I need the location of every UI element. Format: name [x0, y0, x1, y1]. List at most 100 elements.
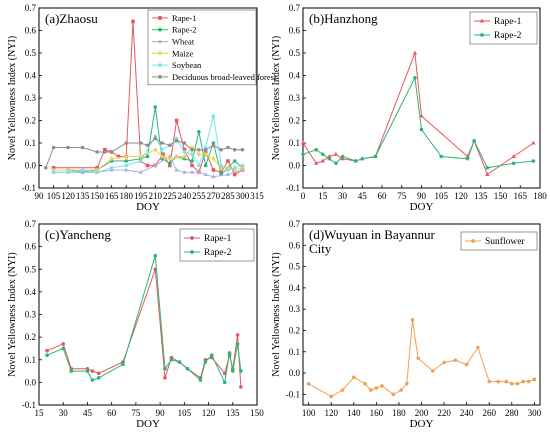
data-point	[153, 105, 158, 109]
data-point	[124, 154, 129, 159]
data-point	[138, 169, 143, 174]
y-tick-label: 0.2	[25, 116, 36, 126]
data-point	[410, 318, 415, 322]
panel-b: 0 15 30 45 60 75 90 105 120 135 150 165 180 -0.1 0.0 0.…	[271, 3, 547, 213]
data-point	[532, 377, 537, 382]
x-tick-label: 225	[163, 191, 177, 201]
data-point	[197, 129, 201, 134]
x-tick-label: 75	[131, 408, 141, 418]
data-point	[419, 127, 424, 132]
panel-a: 90 105 120 135 150 165 180 195 210 225 240 255 270 28…	[7, 3, 277, 213]
data-point	[161, 152, 165, 157]
x-tick-label: 160	[370, 408, 384, 418]
x-tick-label: 90	[417, 191, 427, 201]
data-point	[189, 145, 195, 150]
data-point	[227, 351, 232, 355]
x-tick-label: 280	[505, 408, 519, 418]
data-point	[121, 362, 125, 367]
y-tick-label: 0.6	[289, 26, 301, 36]
data-point	[405, 381, 409, 386]
legend-label: Wheat	[172, 37, 195, 47]
y-tick-label: 0.0	[289, 368, 301, 378]
data-point	[203, 172, 208, 176]
y-tick-label: 0.1	[25, 138, 36, 148]
data-point	[185, 367, 190, 371]
data-point	[301, 152, 305, 157]
legend-marker	[157, 39, 163, 44]
data-point	[124, 167, 129, 172]
x-tick-label: 150	[90, 191, 104, 201]
y-tick-label: -0.1	[22, 400, 36, 410]
y-tick-label: 0.2	[25, 332, 36, 342]
x-tick-label: 15	[318, 191, 328, 201]
data-point	[226, 168, 230, 172]
series-line	[302, 52, 534, 176]
data-point	[138, 159, 143, 163]
data-point	[211, 174, 216, 179]
y-tick-label: 0.5	[289, 48, 301, 58]
data-point	[472, 138, 476, 143]
data-point	[209, 353, 214, 358]
data-point	[96, 371, 101, 376]
plot-frame	[302, 223, 541, 406]
data-point	[168, 161, 172, 166]
x-tick-label: 0	[301, 191, 306, 201]
data-point	[240, 147, 245, 152]
y-tick-label: 0.4	[289, 71, 301, 81]
data-point	[45, 348, 49, 353]
series-rape-2	[45, 253, 243, 385]
y-tick-label: 0.7	[289, 3, 301, 13]
data-point	[225, 172, 231, 176]
x-tick-label: 260	[482, 408, 496, 418]
legend-box	[469, 11, 538, 45]
data-point	[177, 360, 182, 364]
data-point	[222, 380, 227, 385]
data-point	[51, 145, 56, 150]
data-point	[413, 75, 417, 80]
data-point	[320, 158, 325, 163]
legend-label: Rape-2	[204, 248, 232, 258]
data-point	[327, 156, 332, 161]
data-point	[416, 356, 420, 360]
data-point	[90, 369, 95, 373]
data-point	[145, 163, 150, 168]
series-soybean	[51, 114, 245, 175]
data-point	[61, 346, 66, 351]
y-tick-label: 0.5	[289, 262, 301, 272]
y-tick-label: 0.0	[25, 161, 37, 171]
y-axis-label: Novel Yellowness Index (NYI)	[271, 252, 282, 376]
legend-marker	[190, 250, 194, 254]
data-point	[182, 141, 187, 145]
chart-title: (c)Yancheng	[45, 227, 111, 242]
data-point	[196, 169, 202, 174]
series-rape-2	[301, 75, 536, 170]
series-line	[308, 319, 535, 398]
data-point	[211, 156, 216, 162]
data-point	[219, 147, 223, 152]
y-tick-label: -0.1	[286, 389, 300, 399]
data-point	[138, 141, 143, 145]
data-point	[61, 342, 66, 346]
series-line	[46, 269, 242, 387]
y-axis-label: Novel Yellowness Index (NYI)	[7, 252, 18, 376]
legend-marker	[158, 16, 162, 20]
data-point	[182, 150, 187, 154]
data-point	[226, 145, 230, 150]
y-axis-label: Novel Yellowness Index (NYI)	[7, 36, 18, 160]
x-tick-label: 30	[338, 191, 348, 201]
data-point	[232, 159, 237, 163]
data-point	[240, 163, 245, 168]
data-point	[531, 140, 536, 145]
legend-label: Sunflower	[485, 236, 525, 247]
x-tick-label: 285	[221, 191, 235, 201]
legend-label: Soybean	[172, 60, 202, 70]
chart-title: (d)Wuyuan in Bayannur	[309, 227, 436, 242]
x-tick-label: 15	[35, 408, 45, 418]
legend-label: Rape-2	[494, 31, 522, 41]
data-point	[96, 376, 101, 380]
data-point	[153, 163, 158, 167]
legend-marker	[471, 239, 475, 243]
series-line	[53, 115, 243, 173]
x-tick-label: 165	[105, 191, 119, 201]
x-tick-label: 270	[207, 191, 221, 201]
